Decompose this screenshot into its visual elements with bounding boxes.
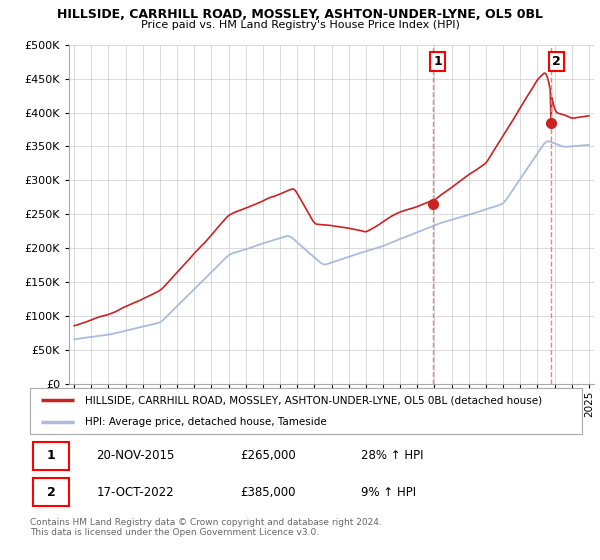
Text: Price paid vs. HM Land Registry's House Price Index (HPI): Price paid vs. HM Land Registry's House … — [140, 20, 460, 30]
Text: Contains HM Land Registry data © Crown copyright and database right 2024.
This d: Contains HM Land Registry data © Crown c… — [30, 518, 382, 538]
Text: HILLSIDE, CARRHILL ROAD, MOSSLEY, ASHTON-UNDER-LYNE, OL5 0BL: HILLSIDE, CARRHILL ROAD, MOSSLEY, ASHTON… — [57, 8, 543, 21]
Text: 17-OCT-2022: 17-OCT-2022 — [96, 486, 174, 499]
Text: 20-NOV-2015: 20-NOV-2015 — [96, 449, 175, 463]
Text: 28% ↑ HPI: 28% ↑ HPI — [361, 449, 424, 463]
Text: 2: 2 — [552, 55, 560, 68]
FancyBboxPatch shape — [33, 442, 68, 470]
Text: 1: 1 — [433, 55, 442, 68]
Text: £385,000: £385,000 — [240, 486, 295, 499]
Text: HILLSIDE, CARRHILL ROAD, MOSSLEY, ASHTON-UNDER-LYNE, OL5 0BL (detached house): HILLSIDE, CARRHILL ROAD, MOSSLEY, ASHTON… — [85, 395, 542, 405]
Text: HPI: Average price, detached house, Tameside: HPI: Average price, detached house, Tame… — [85, 417, 327, 427]
Text: 1: 1 — [47, 449, 55, 463]
Text: 2: 2 — [47, 486, 55, 499]
FancyBboxPatch shape — [33, 478, 68, 506]
FancyBboxPatch shape — [30, 388, 582, 434]
Text: £265,000: £265,000 — [240, 449, 296, 463]
Text: 9% ↑ HPI: 9% ↑ HPI — [361, 486, 416, 499]
